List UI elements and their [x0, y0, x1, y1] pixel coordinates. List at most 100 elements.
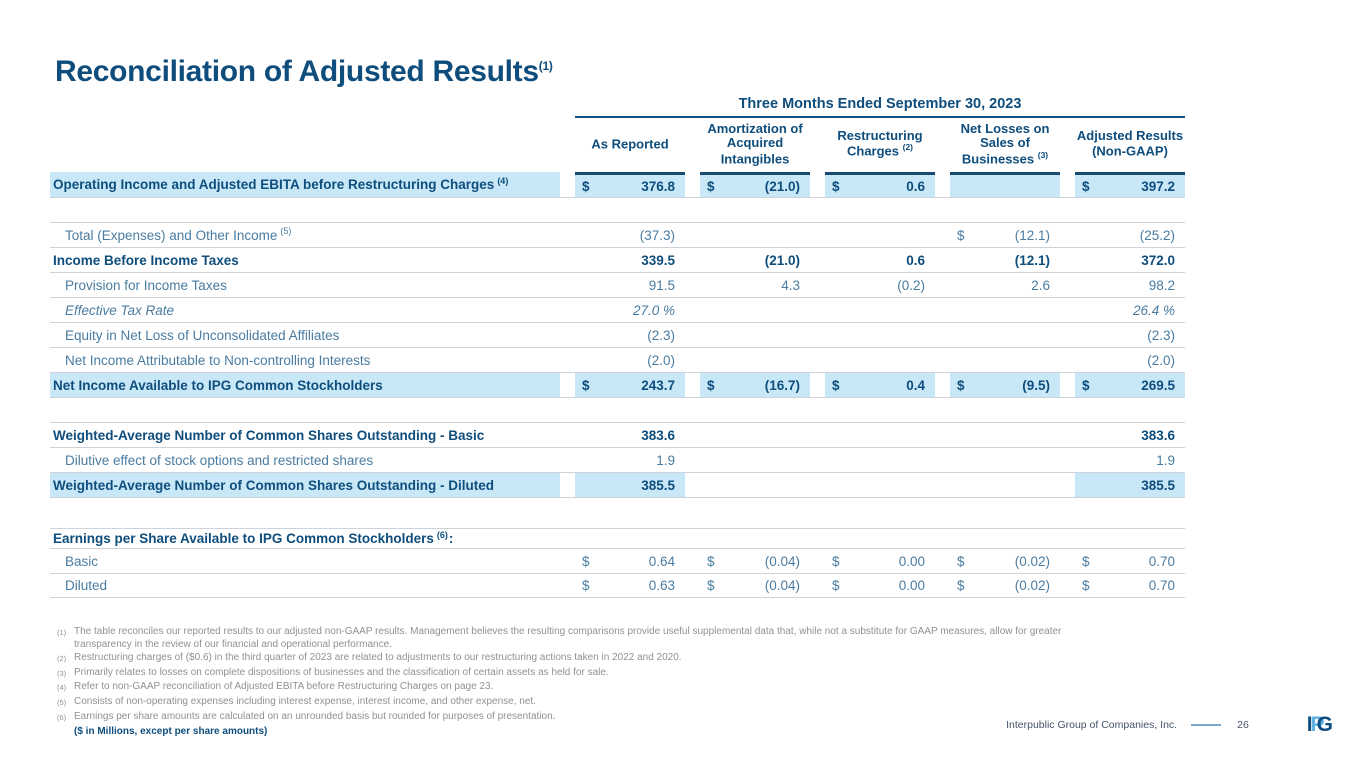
- value-cell: 385.5: [575, 473, 685, 497]
- value-cell: [825, 423, 935, 447]
- value-cell: 27.0 %: [575, 298, 685, 322]
- value-cell: [950, 172, 1060, 197]
- value-cell: $ (21.0): [700, 172, 810, 197]
- column-header-row: As Reported Amortization of Acquired Inta…: [50, 118, 1185, 170]
- value-cell: [950, 298, 1060, 322]
- footnote: (1) The table reconciles our reported re…: [57, 626, 1077, 651]
- cell-value: 339.5: [641, 252, 675, 268]
- value-cell: 339.5: [575, 248, 685, 272]
- cell-value: (21.0): [764, 178, 800, 194]
- dollar-sign: $: [707, 377, 715, 393]
- cell-value: (2.3): [647, 327, 675, 343]
- table-row: Net Income Available to IPG Common Stock…: [50, 372, 1185, 398]
- row-label: Provision for Income Taxes: [50, 273, 560, 297]
- cell-value: 0.00: [898, 553, 925, 569]
- value-cell: [700, 423, 810, 447]
- value-cell: [700, 473, 810, 497]
- dollar-sign: $: [582, 553, 590, 569]
- footnote-marker: (1): [57, 628, 67, 637]
- value-cell: [700, 348, 810, 372]
- row-label-text: Weighted-Average Number of Common Shares…: [53, 477, 495, 493]
- footnote-text: Restructuring charges of ($0.6) in the t…: [74, 652, 682, 664]
- row-label: Net Income Attributable to Non-controlli…: [50, 348, 560, 372]
- footnote: (2) Restructuring charges of ($0.6) in t…: [57, 652, 1077, 666]
- value-cell: [950, 348, 1060, 372]
- footnote: (6) Earnings per share amounts are calcu…: [57, 711, 1077, 725]
- column-header-label: As Reported: [591, 136, 669, 152]
- dollar-sign: $: [1082, 553, 1090, 569]
- value-cell: [825, 473, 935, 497]
- reconciliation-table: Three Months Ended September 30, 2023 As…: [50, 96, 1185, 598]
- value-cell: $0.6: [825, 172, 935, 197]
- cell-value: (0.02): [1014, 553, 1050, 569]
- value-cell: $0.64: [575, 549, 685, 573]
- value-cell: 4.3: [700, 273, 810, 297]
- period-header: Three Months Ended September 30, 2023: [575, 96, 1185, 118]
- cell-value: (25.2): [1139, 227, 1175, 243]
- row-label: Effective Tax Rate: [50, 298, 560, 322]
- dollar-sign: $: [832, 578, 840, 593]
- footnote: (3) Primarily relates to losses on compl…: [57, 667, 1077, 681]
- value-cell: [700, 298, 810, 322]
- value-cell: 91.5: [575, 273, 685, 297]
- value-cell: [825, 348, 935, 372]
- table-row: Weighted-Average Number of Common Shares…: [50, 422, 1185, 447]
- row-label-text: Earnings per Share Available to IPG Comm…: [53, 531, 434, 546]
- cell-value: 0.63: [648, 578, 675, 593]
- cell-value: 0.6: [906, 252, 925, 268]
- footer-company: Interpublic Group of Companies, Inc.: [1006, 718, 1178, 731]
- column-header-label: Adjusted Results (Non-GAAP): [1076, 127, 1184, 159]
- row-label-superscript: (4): [497, 175, 509, 186]
- row-spacer: [50, 198, 1185, 222]
- table-row: Net Income Attributable to Non-controlli…: [50, 347, 1185, 372]
- value-cell: [950, 529, 1060, 548]
- value-cell: $0.00: [825, 549, 935, 573]
- value-cell: (2.0): [575, 348, 685, 372]
- dollar-sign: $: [707, 178, 715, 194]
- cell-value: (0.02): [1014, 578, 1050, 593]
- cell-value: (0.04): [764, 578, 800, 593]
- dollar-sign: $: [957, 227, 965, 243]
- dollar-sign: $: [832, 178, 840, 194]
- footer-page-number: 26: [1237, 718, 1249, 731]
- row-label: Weighted-Average Number of Common Shares…: [50, 423, 560, 447]
- cell-value: (2.0): [647, 352, 675, 368]
- row-label-text: Income Before Income Taxes: [53, 252, 239, 268]
- row-label: Diluted: [50, 574, 560, 597]
- footnote-marker: (6): [57, 712, 67, 722]
- value-cell: $ (9.5): [950, 373, 1060, 397]
- row-label-text: Dilutive effect of stock options and res…: [65, 452, 374, 468]
- dollar-sign: $: [832, 377, 840, 393]
- value-cell: $0.70: [1075, 549, 1185, 573]
- table-row: Equity in Net Loss of Unconsolidated Aff…: [50, 322, 1185, 347]
- page-title-superscript: (1): [538, 59, 553, 73]
- value-cell: $ (16.7): [700, 373, 810, 397]
- cell-value: (21.0): [764, 252, 800, 268]
- value-cell: [950, 423, 1060, 447]
- value-cell: 26.4 %: [1075, 298, 1185, 322]
- cell-value: 0.70: [1148, 578, 1175, 593]
- cell-value: 269.5: [1141, 377, 1175, 393]
- row-label: Total (Expenses) and Other Income (5): [50, 223, 560, 247]
- footnote-text: Earnings per share amounts are calculate…: [74, 710, 556, 722]
- footnote-text: Consists of non-operating expenses inclu…: [74, 695, 536, 707]
- value-cell: $ (0.04): [700, 549, 810, 573]
- value-cell: $ (0.02): [950, 549, 1060, 573]
- cell-value: 243.7: [641, 377, 675, 393]
- dollar-sign: $: [1082, 178, 1090, 194]
- table-row: Provision for Income Taxes 91.5 4.3 (0.2…: [50, 272, 1185, 297]
- column-header-label: Amortization of Acquired Intangibles: [707, 120, 803, 166]
- value-cell: 1.9: [1075, 448, 1185, 472]
- row-label: Earnings per Share Available to IPG Comm…: [50, 529, 560, 548]
- cell-value: 1.9: [656, 452, 675, 468]
- row-spacer: [50, 398, 1185, 422]
- footnotes: (1) The table reconciles our reported re…: [57, 626, 1077, 738]
- row-label-text: Effective Tax Rate: [65, 302, 175, 318]
- row-label-text: Operating Income and Adjusted EBITA befo…: [53, 177, 495, 192]
- table-row: Earnings per Share Available to IPG Comm…: [50, 528, 1185, 548]
- row-label-superscript: (6): [436, 529, 448, 540]
- footnote-marker: (4): [57, 683, 67, 693]
- footnote-text: Refer to non-GAAP reconciliation of Adju…: [74, 681, 494, 693]
- dollar-sign: $: [707, 578, 715, 593]
- cell-value: 2.6: [1031, 277, 1050, 293]
